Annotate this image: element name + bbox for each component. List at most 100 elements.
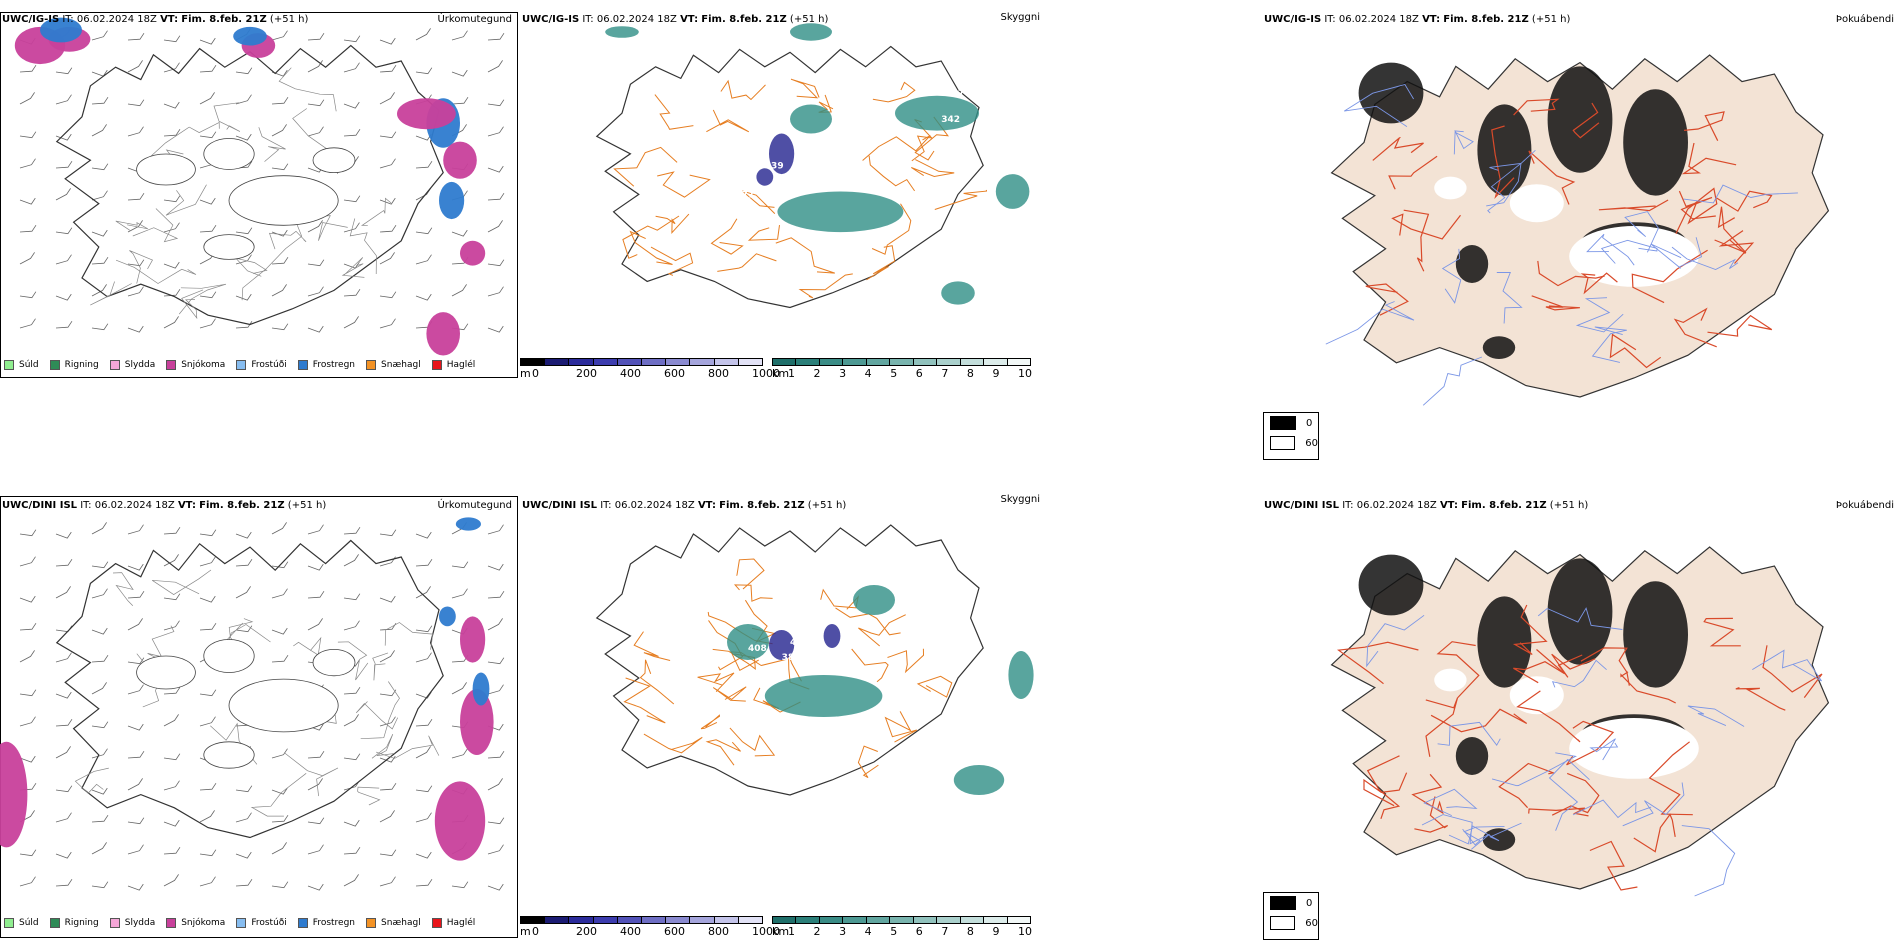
road-line	[790, 78, 820, 99]
lead-time: (+51 h)	[269, 14, 309, 25]
legend-label: Frostúði	[251, 360, 287, 370]
wind-barb	[55, 812, 72, 823]
wind-barb	[271, 881, 289, 889]
low-visibility-area	[777, 191, 904, 233]
wind-barb	[127, 723, 144, 731]
colorbar-tick-label: 1	[788, 925, 795, 938]
wind-barb	[55, 746, 71, 759]
legend-swatch	[4, 360, 14, 370]
wind-barb	[343, 128, 361, 137]
river-line	[1687, 705, 1745, 727]
colorbar-segment	[772, 358, 797, 366]
road-line	[372, 652, 389, 681]
wind-barb	[199, 595, 216, 603]
wind-barb	[91, 323, 109, 331]
road-line	[1430, 708, 1528, 733]
wind-barb	[343, 753, 361, 761]
road-line	[90, 281, 132, 306]
colorbar-segment	[818, 358, 844, 366]
wind-barb	[451, 284, 467, 297]
wind-barb	[415, 227, 433, 235]
colorbar-tick-label: 800	[708, 367, 729, 380]
panel-title: UWC/IG-IS IT: 06.02.2024 18Z VT: Fim. 8.…	[522, 14, 828, 25]
colorbar-segment	[713, 916, 739, 924]
colorbar-segment	[568, 916, 594, 924]
river-line	[1600, 239, 1658, 264]
snow-area	[434, 781, 486, 861]
road-line	[258, 127, 286, 162]
panel-title: UWC/IG-IS IT: 06.02.2024 18Z VT: Fim. 8.…	[1264, 14, 1570, 25]
wind-barb	[163, 819, 180, 827]
colorbar-unit: m	[520, 925, 531, 938]
road-line	[934, 189, 988, 210]
colorbar-tick-label: 200	[576, 925, 597, 938]
low-visibility-area	[941, 281, 975, 305]
glacier	[1434, 668, 1467, 692]
fog-index-dark	[1477, 104, 1532, 196]
high-terrain-area	[823, 624, 841, 648]
colorbar-tick-label: 10	[1018, 925, 1032, 938]
river-line	[1589, 738, 1619, 761]
high-terrain-area	[756, 168, 774, 186]
it-value: 06.02.2024 18Z	[94, 500, 175, 511]
road-line	[1513, 649, 1565, 684]
wind-barb	[487, 778, 503, 791]
wind-barb	[487, 750, 505, 759]
wind-barb	[307, 32, 325, 41]
land-area	[1330, 54, 1830, 398]
colorbar-segment	[665, 916, 691, 924]
wind-barb	[415, 718, 433, 727]
wind-barb	[451, 229, 468, 237]
snow-area	[0, 741, 28, 848]
road-line	[835, 607, 901, 636]
colorbar-segment	[936, 358, 961, 366]
road-line	[741, 190, 776, 214]
wind-barb	[307, 286, 324, 297]
wind-barb	[271, 814, 289, 823]
precip-panel-bottom: UWC/DINI ISL IT: 06.02.2024 18Z VT: Fim.…	[0, 488, 518, 940]
road-line	[629, 230, 673, 265]
elevation-label: 383	[782, 653, 801, 663]
glacier	[203, 234, 255, 260]
wind-barb	[379, 92, 395, 105]
precip-map-bottom	[0, 517, 505, 891]
wind-barb	[55, 67, 73, 75]
wind-barb	[379, 291, 397, 299]
wind-barb	[415, 586, 431, 599]
wind-barb	[271, 787, 288, 795]
road-line	[341, 257, 365, 278]
panel-name: Þokuábendi	[1835, 14, 1894, 25]
colorbar-tick-label: 1000	[752, 925, 780, 938]
wind-barb	[55, 160, 73, 169]
glacier	[1509, 676, 1564, 715]
road-line	[283, 752, 339, 797]
wind-barb	[487, 259, 505, 267]
road-line	[857, 745, 879, 779]
road-line	[349, 218, 377, 275]
road-line	[149, 121, 220, 158]
wind-barb	[127, 220, 143, 233]
wind-barb	[415, 746, 431, 759]
snow-area	[460, 240, 486, 266]
road-line	[1580, 647, 1630, 686]
low-visibility-area	[895, 95, 979, 131]
colorbar-segment	[936, 916, 961, 924]
fog-index-dark	[1358, 554, 1424, 616]
wind-barb	[199, 529, 217, 537]
fog-index-dark	[1455, 245, 1489, 283]
wind-barb	[127, 192, 145, 201]
height-colorbar: m 0 200 400 600 800 1000	[520, 358, 780, 380]
colorbar-segment	[795, 358, 820, 366]
river-line	[1491, 752, 1577, 787]
road-line	[1714, 206, 1747, 254]
road-line	[234, 257, 268, 277]
legend-item: Snæhagl	[366, 918, 421, 928]
wind-barb	[343, 101, 360, 109]
wind-barb	[91, 229, 108, 237]
land-area	[1330, 546, 1830, 890]
wind-barb	[163, 128, 181, 137]
road-line	[712, 686, 747, 702]
road-line	[1491, 125, 1515, 199]
wind-barb	[343, 593, 361, 601]
wind-barb	[19, 622, 37, 631]
